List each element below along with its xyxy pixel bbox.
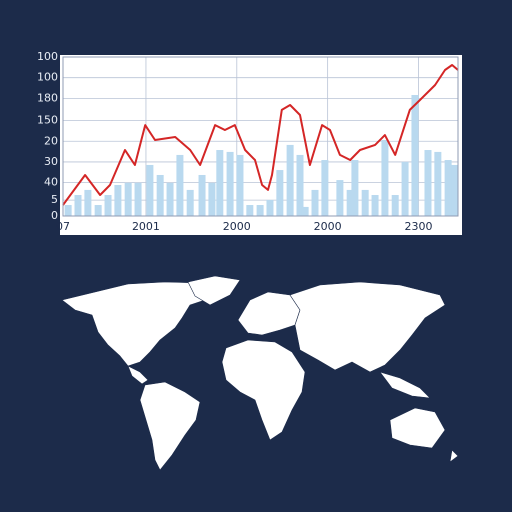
line [62, 64, 459, 206]
bar [84, 189, 92, 216]
plot-frame [62, 56, 459, 217]
bar [424, 150, 432, 216]
x-tick-label: 2300 [405, 220, 433, 233]
y-tick-label: 30 [44, 155, 58, 168]
bar [444, 160, 452, 216]
new-zealand [449, 449, 459, 463]
y-tick-label: 20 [44, 134, 58, 147]
bar [94, 205, 102, 216]
bar [351, 160, 359, 216]
y-tick-label: 40 [44, 176, 58, 189]
north-america [61, 281, 216, 367]
y-tick-label: 5 [51, 193, 58, 206]
bar [296, 154, 304, 216]
bar [156, 174, 164, 216]
bar [286, 144, 294, 216]
bar [434, 151, 442, 216]
bar [256, 205, 264, 216]
plot: 0 5 40 30 20 150 180 100 100 07 2001 2000 2000 2300 [37, 50, 459, 233]
central-america [127, 365, 149, 385]
x-tick-label: 2000 [314, 220, 342, 233]
y-tick-label: 0 [51, 209, 58, 222]
bar [74, 195, 82, 216]
bar [346, 189, 354, 216]
bar [198, 174, 206, 216]
africa [221, 339, 306, 441]
bar [226, 151, 234, 216]
world-map [61, 275, 459, 471]
bar [451, 164, 459, 216]
bar [236, 154, 244, 216]
bar [166, 182, 174, 216]
bar [401, 161, 409, 216]
bar [104, 195, 112, 216]
australia [389, 407, 446, 449]
greenland [187, 275, 241, 306]
bar [321, 160, 329, 216]
bar [216, 150, 224, 216]
bar [411, 95, 419, 216]
bar [146, 164, 154, 216]
bar [276, 170, 284, 216]
y-tick-label: 150 [37, 114, 58, 127]
bar [311, 189, 319, 216]
bar [124, 182, 132, 216]
bar [64, 205, 72, 216]
y-tick-label: 180 [37, 91, 58, 104]
y-tick-label: 100 [37, 50, 58, 63]
bar [176, 154, 184, 216]
bar [361, 189, 369, 216]
x-tick-label: 2001 [132, 220, 160, 233]
bar [246, 205, 254, 216]
bar [371, 195, 379, 216]
y-tick-label: 100 [37, 71, 58, 84]
bar [208, 182, 216, 216]
bar [336, 180, 344, 216]
bar [114, 184, 122, 216]
south-america [139, 381, 201, 471]
bar [266, 199, 274, 216]
asia [289, 281, 446, 373]
x-tick-label: 07 [56, 220, 70, 233]
bar [134, 182, 142, 216]
bar [381, 139, 389, 216]
x-tick-label: 2000 [223, 220, 251, 233]
bar [301, 206, 309, 216]
southeast-asia [379, 371, 431, 399]
bar [391, 195, 399, 216]
bar [186, 189, 194, 216]
